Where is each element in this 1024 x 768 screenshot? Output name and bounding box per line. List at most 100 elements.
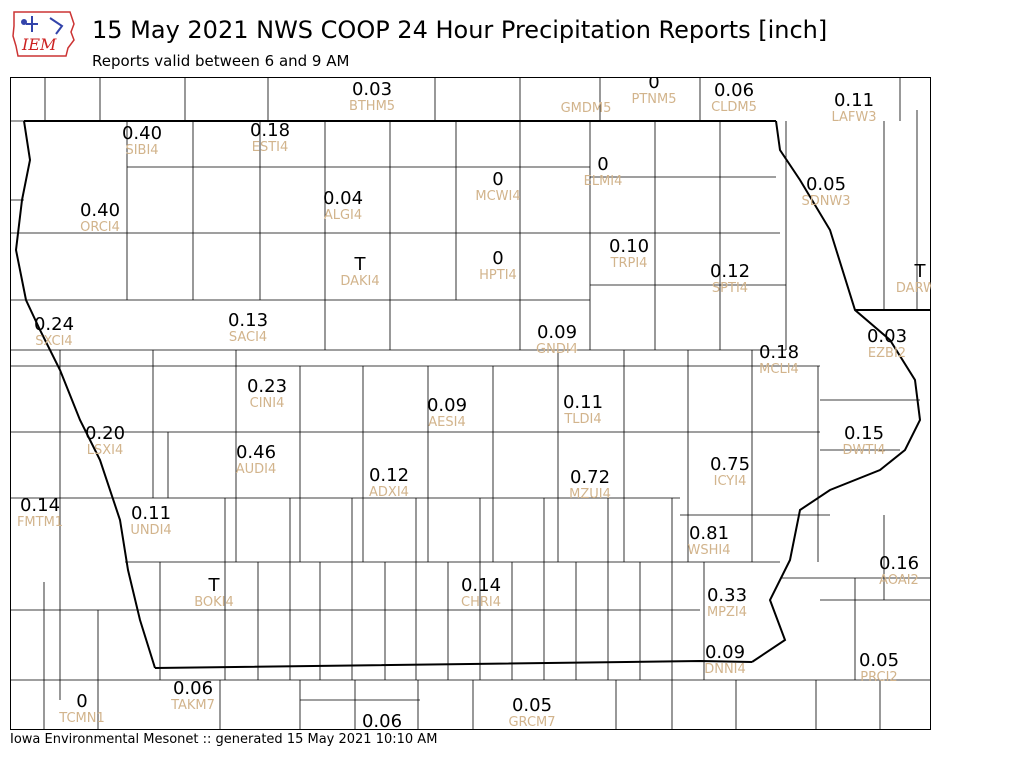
station-id: DAKI4 (340, 274, 379, 289)
precip-value: 0 (492, 169, 503, 190)
station-id: AESI4 (428, 415, 465, 430)
station-id: LAFW3 (831, 110, 876, 125)
precip-value: 0 (648, 77, 659, 93)
station-id: SPTI4 (712, 281, 748, 296)
station-id: CLDM5 (711, 100, 757, 115)
precip-value: 0.15 (844, 423, 884, 444)
antenna-icon (26, 16, 64, 35)
precip-value: 0.24 (34, 314, 74, 335)
station-id: SACI4 (229, 330, 267, 345)
station-id: CINI4 (250, 396, 285, 411)
station-id: AUDI4 (236, 462, 277, 477)
station-id: ELMI4 (584, 174, 623, 189)
precip-value: 0 (492, 248, 503, 269)
station-id: UNDI4 (130, 523, 171, 538)
precip-value: 0 (597, 154, 608, 175)
precip-value: 0.05 (512, 695, 552, 716)
iem-logo: IEM (12, 11, 75, 57)
page-subtitle: Reports valid between 6 and 9 AM (92, 52, 350, 70)
map-frame (10, 77, 931, 730)
precip-value: 0.09 (705, 642, 745, 663)
precip-value: 0.06 (714, 80, 754, 101)
radar-dot-icon (21, 19, 27, 25)
station-id: TCMN1 (58, 711, 104, 726)
station-id: BTHM5 (349, 99, 395, 114)
precip-value: 0.40 (80, 200, 120, 221)
precip-value: 0.14 (461, 575, 501, 596)
station-id: SDNW3 (801, 194, 850, 209)
station-id: GRCM7 (508, 715, 555, 730)
station-id: MZUI4 (569, 487, 611, 502)
precip-value: 0.09 (537, 322, 577, 343)
station-id: HPTI4 (479, 268, 517, 283)
precip-value: 0.10 (609, 236, 649, 257)
mississippi-river-border (751, 120, 922, 663)
station-id: TRPI4 (610, 256, 648, 271)
precip-value: 0.14 (20, 495, 60, 516)
precip-value: 0.03 (352, 79, 392, 100)
station-id: MCLI4 (759, 362, 799, 377)
station-id: PRCI2 (860, 670, 897, 685)
station-id: CHRI4 (461, 595, 501, 610)
logo-text: IEM (21, 35, 57, 54)
precip-value: 0.11 (563, 392, 603, 413)
precip-value: 0.09 (427, 395, 467, 416)
station-id: ORCI4 (80, 220, 120, 235)
missouri-river-border (14, 120, 156, 669)
precip-value: 0.72 (570, 467, 610, 488)
station-id: GMDM5 (561, 101, 612, 116)
station-id: ADXI4 (369, 485, 409, 500)
station-id: SIBI4 (125, 143, 158, 158)
station-id: DWTI4 (843, 443, 886, 458)
station-id: DNNI4 (704, 662, 746, 677)
precip-value: 0.33 (707, 585, 747, 606)
station-id: MCWI4 (475, 189, 520, 204)
precip-value: 0.23 (247, 376, 287, 397)
precip-value: 0.03 (867, 326, 907, 347)
station-id: ESTI4 (252, 140, 289, 155)
precip-value: 0.12 (710, 261, 750, 282)
precip-value: 0.18 (759, 342, 799, 363)
precip-value: 0.75 (710, 454, 750, 475)
station-id: ALGI4 (324, 208, 362, 223)
precip-value: 0.06 (362, 711, 402, 730)
precip-value: 0.11 (131, 503, 171, 524)
precip-value: T (354, 254, 367, 275)
precip-value: 0.04 (323, 188, 363, 209)
precip-value: 0.40 (122, 123, 162, 144)
state-boundaries (14, 120, 930, 669)
station-id: TLDI4 (563, 412, 601, 427)
precip-value: 0.18 (250, 120, 290, 141)
station-id: AOAI2 (879, 573, 919, 588)
footer-credit: Iowa Environmental Mesonet :: generated … (10, 732, 438, 747)
page-title: 15 May 2021 NWS COOP 24 Hour Precipitati… (92, 16, 828, 44)
precip-value: 0.81 (689, 523, 729, 544)
station-id: BOKI4 (194, 595, 234, 610)
precip-value: 0.46 (236, 442, 276, 463)
county-boundaries (10, 77, 930, 730)
station-id: ICYI4 (714, 474, 747, 489)
station-id: MPZI4 (707, 605, 747, 620)
station-id: EZBI2 (868, 346, 906, 361)
iowa-missouri-border (154, 659, 753, 669)
precip-value: 0.05 (806, 174, 846, 195)
precip-value: 0.06 (173, 678, 213, 699)
precip-value: 0.11 (834, 90, 874, 111)
station-id: WSHI4 (688, 543, 731, 558)
station-id: PTNM5 (632, 92, 677, 107)
station-id: FMTM1 (17, 515, 63, 530)
station-id: SXCI4 (35, 334, 72, 349)
station-id: LSXI4 (87, 443, 124, 458)
station-id: DARW3 (896, 281, 931, 296)
precip-value: 0 (76, 691, 87, 712)
station-id: GNDI4 (536, 342, 578, 357)
station-id: TAKM7 (170, 698, 215, 713)
precip-value: 0.05 (859, 650, 899, 671)
precip-value: 0.20 (85, 423, 125, 444)
precip-value: 0.12 (369, 465, 409, 486)
precip-value: T (914, 261, 927, 282)
precip-value: 0.13 (228, 310, 268, 331)
precip-value: 0.16 (879, 553, 919, 574)
